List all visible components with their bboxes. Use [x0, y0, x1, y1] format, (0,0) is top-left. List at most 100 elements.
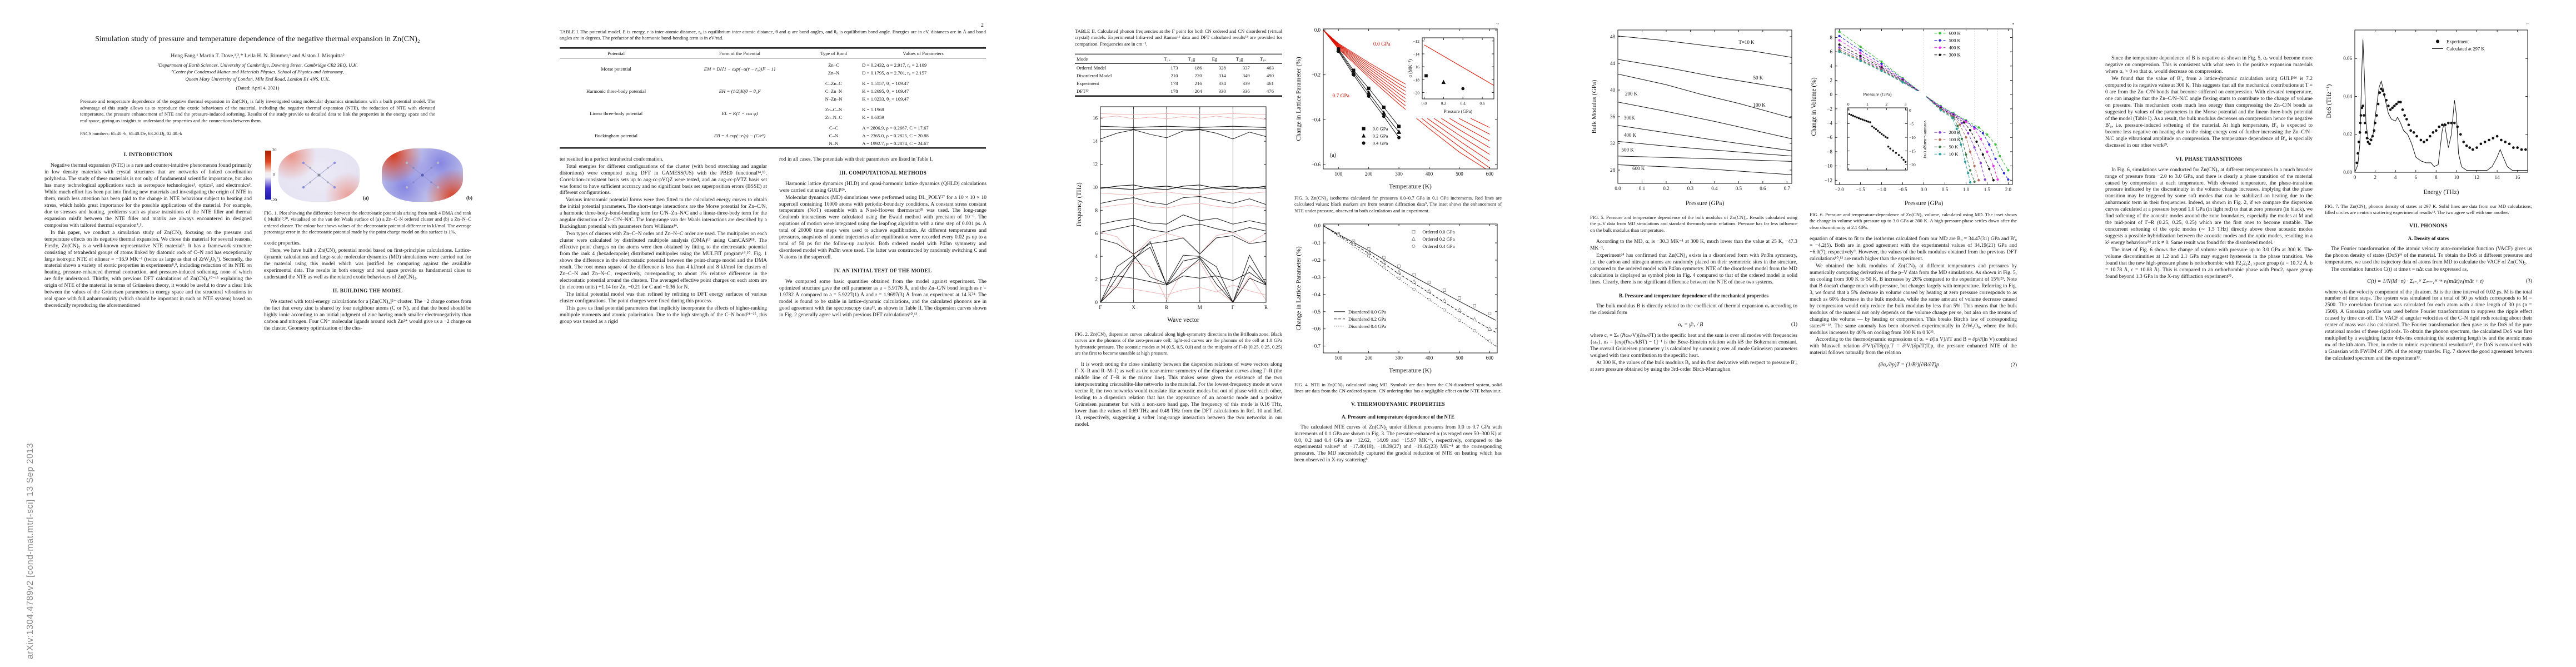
svg-text:0.02: 0.02	[2343, 132, 2352, 137]
molecule-cross-icon	[405, 161, 440, 189]
paragraph: According to the MD, αᵥ is −30.3 MK⁻¹ at…	[1590, 238, 1797, 251]
svg-text:R: R	[1165, 305, 1168, 310]
page-2: 2 TABLE I. The potential model. E is ene…	[515, 0, 1030, 667]
svg-text:36: 36	[1610, 114, 1616, 120]
section-initial-test: IV. AN INITIAL TEST OF THE MODEL	[834, 268, 932, 275]
table-row: Zn–N D = 0.1795, α = 2.701, r₀ = 2.157	[828, 69, 927, 76]
paragraph: rod in all cases. The potentials with th…	[779, 156, 933, 162]
paragraph: Experiment²⁴ has confirmed that Zn(CN)₂ …	[1590, 252, 1797, 285]
svg-text:−0.3: −0.3	[1312, 275, 1321, 280]
paragraph: The calculated NTE curves of Zn(CN)₂ und…	[1294, 424, 1502, 464]
svg-text:0.6: 0.6	[1479, 101, 1485, 106]
svg-text:α (MK⁻¹): α (MK⁻¹)	[1407, 59, 1413, 77]
svg-text:300 K: 300 K	[1949, 52, 1961, 58]
svg-text:−6: −6	[1827, 135, 1832, 140]
svg-text:−20: −20	[1909, 162, 1916, 167]
svg-text:0.6: 0.6	[1760, 186, 1766, 191]
paragraph: According to the thermodynamic expressio…	[1810, 337, 2017, 356]
table-row: N–N A = 1992.7, ρ = 0.2874, C = 24.67	[829, 140, 929, 146]
paragraph: The inset of Fig. 6 shows the change of …	[2105, 247, 2313, 280]
arxiv-stamp: arXiv:1304.4789v2 [cond-mat.mtrl-sci] 13…	[26, 442, 35, 659]
svg-text:Disordered 0.4 GPa: Disordered 0.4 GPa	[1348, 323, 1386, 329]
page-4: 4 0.0 0.1 0.2 0.3 0.4 0.5 0.6 0.7 28 32 36 40 44 48 Pr…	[1546, 0, 2061, 667]
svg-text:0: 0	[1830, 92, 1833, 97]
svg-text:−1.5: −1.5	[1856, 187, 1865, 192]
paragraph: The correlation function C(t) at time t …	[2331, 266, 2468, 272]
svg-text:0.2: 0.2	[1441, 101, 1447, 106]
svg-text:−12: −12	[1825, 177, 1832, 183]
svg-text:−0.7: −0.7	[1312, 344, 1321, 349]
svg-text:40: 40	[1610, 87, 1616, 93]
svg-text:400: 400	[1426, 355, 1433, 361]
equation-3: C(t) = 1/N(M−n) · Σⱼ₌₁ᴺ Σₘ₌₁ᴹ⁻ⁿ vⱼ(mΔt)v…	[2367, 278, 2532, 285]
svg-text:−0.5: −0.5	[1312, 309, 1321, 315]
svg-text:10 K: 10 K	[1949, 151, 1959, 157]
equation-1: αᵥ = γ̄cᵥ / B (1)	[1678, 321, 1797, 328]
paragraph: We compared some basic quantities obtain…	[779, 279, 986, 318]
page4-left-column: 0.0 0.1 0.2 0.3 0.4 0.5 0.6 0.7 28 32 36 40 44 48 Pres…	[1590, 24, 1797, 373]
page-1: arXiv:1304.4789v2 [cond-mat.mtrl-sci] 13…	[0, 0, 515, 667]
svg-text:Experiment: Experiment	[2447, 38, 2469, 44]
paragraph: The bulk modulus B is directly related t…	[1590, 303, 1797, 316]
paragraph: In Fig. 6, simulations were conducted fo…	[2105, 167, 2313, 246]
page1-left-column: I. INTRODUCTION Negative thermal expansi…	[44, 145, 252, 332]
svg-text:200 K: 200 K	[1949, 130, 1961, 135]
svg-text:−0.4: −0.4	[1312, 117, 1321, 122]
svg-text:Change in Volume (%): Change in Volume (%)	[1811, 77, 1817, 136]
svg-text:500: 500	[1456, 355, 1463, 361]
svg-text:R: R	[1264, 305, 1268, 310]
svg-text:−20: −20	[1413, 90, 1419, 95]
section-computational-methods: III. COMPUTATIONAL METHODS	[839, 170, 927, 176]
page4-right-column: −2.0 −1.5 −1.0 −0.5 0.0 0.5 1.0 1.5 2.0 8 6 4 2 0 −2 −4…	[1810, 24, 2017, 373]
svg-text:Temperature (K): Temperature (K)	[1389, 183, 1432, 190]
svg-text:3: 3	[1905, 102, 1907, 107]
paragraph: Here, we have built a Zn(CN)₂ potential …	[264, 248, 471, 281]
colorbar	[265, 150, 271, 200]
svg-text:Ordered 0.0 GPa: Ordered 0.0 GPa	[1422, 229, 1454, 235]
svg-text:−14: −14	[1413, 52, 1419, 57]
svg-text:100: 100	[1334, 171, 1342, 177]
svg-text:−1.0: −1.0	[1877, 187, 1886, 192]
svg-text:4: 4	[1095, 253, 1098, 259]
svg-text:Volume Change (%): Volume Change (%)	[1923, 120, 1926, 158]
svg-text:−0.1: −0.1	[1312, 240, 1321, 246]
svg-text:−8: −8	[1827, 149, 1832, 155]
paragraph: We found that the value of B′₀ from a la…	[2105, 76, 2313, 148]
svg-text:300: 300	[1395, 355, 1403, 361]
svg-text:200: 200	[1365, 355, 1373, 361]
colorbar-max-label: 20	[272, 147, 277, 152]
figure-2-dispersion: Γ X R M Γ R 0 2 4 6 8 10 12 14 16 Wave vector Frequency …	[1075, 102, 1282, 327]
section-introduction: I. INTRODUCTION	[123, 152, 173, 158]
figure-4-caption: FIG. 4. NTE in Zn(CN)₂ calculated using …	[1294, 381, 1502, 394]
page5-right-column: 0 2 4 6 8 10 12 14 16 0.00 0.02 0.04 0.06 Energy (THz…	[2325, 24, 2532, 362]
svg-text:−10: −10	[1909, 135, 1916, 140]
svg-text:Disordered 0.2 GPa: Disordered 0.2 GPa	[1348, 316, 1386, 322]
svg-text:0.0 GPa: 0.0 GPa	[1373, 42, 1391, 47]
svg-text:600: 600	[1486, 171, 1494, 177]
figure-1-caption: FIG. 1. Plot showing the difference betw…	[264, 210, 471, 235]
svg-text:0: 0	[1847, 102, 1850, 107]
svg-text:Disordered 0.0 GPa: Disordered 0.0 GPa	[1348, 309, 1386, 315]
svg-text:0.04: 0.04	[2343, 93, 2352, 99]
svg-text:2.0: 2.0	[2005, 187, 2012, 192]
svg-text:DoS (THz⁻¹): DoS (THz⁻¹)	[2326, 84, 2333, 118]
svg-text:0.0: 0.0	[1314, 27, 1321, 33]
subsection-b-mechanical: B. Pressure and temperature dependence o…	[1618, 292, 1769, 298]
svg-text:0.1: 0.1	[1639, 186, 1645, 191]
figure-7-dos: 0 2 4 6 8 10 12 14 16 0.00 0.02 0.04 0.06 Energy (THz…	[2325, 24, 2532, 200]
svg-text:48: 48	[1610, 34, 1616, 39]
svg-text:0.3: 0.3	[1687, 186, 1694, 191]
table-row: Ordered Model 173 186 328 337 463	[1077, 64, 1274, 71]
figure-7-caption: FIG. 7. The Zn(CN)₂ phonon density of st…	[2325, 203, 2532, 216]
svg-text:200 K: 200 K	[1625, 91, 1638, 97]
figure-3-caption: FIG. 3. Zn(CN)₂ isotherms calculated for…	[1294, 195, 1502, 213]
page2-right-column: rod in all cases. The potentials with th…	[779, 157, 986, 326]
svg-text:500: 500	[1456, 171, 1463, 177]
paragraph: Molecular dynamics (MD) simulations were…	[779, 195, 986, 261]
svg-text:100: 100	[1334, 355, 1342, 361]
svg-text:0.2 GPa: 0.2 GPa	[1373, 133, 1388, 138]
svg-text:−12: −12	[1413, 39, 1419, 44]
svg-text:0.5: 0.5	[1736, 186, 1742, 191]
svg-text:−0.5: −0.5	[1898, 187, 1907, 192]
